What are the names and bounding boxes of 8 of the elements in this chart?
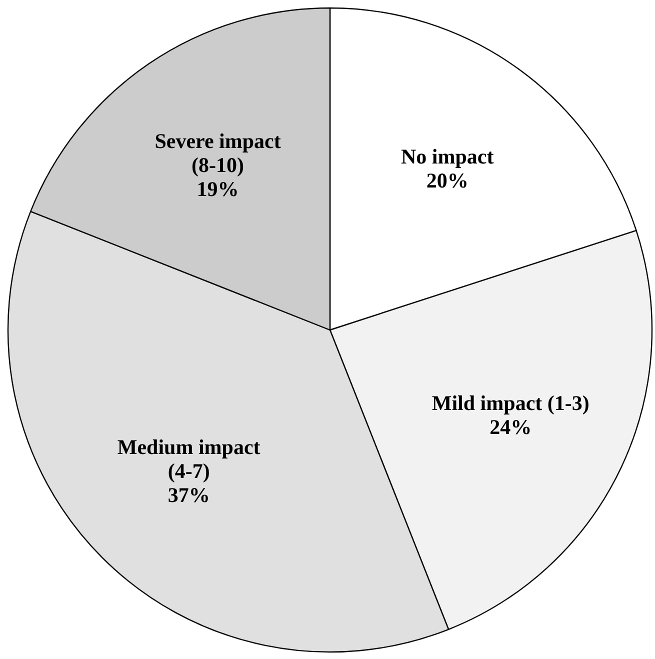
- data-label: 19%: [196, 176, 239, 201]
- data-label: 37%: [168, 483, 210, 508]
- data-label: 20%: [426, 168, 468, 192]
- slice-label: Mild impact (1-3): [432, 391, 590, 416]
- slice-label: Severe impact (8-10): [154, 128, 281, 177]
- slice-label: No impact: [400, 144, 494, 168]
- data-label: 24%: [490, 415, 532, 440]
- slice-label: Medium impact (4-7): [117, 435, 260, 484]
